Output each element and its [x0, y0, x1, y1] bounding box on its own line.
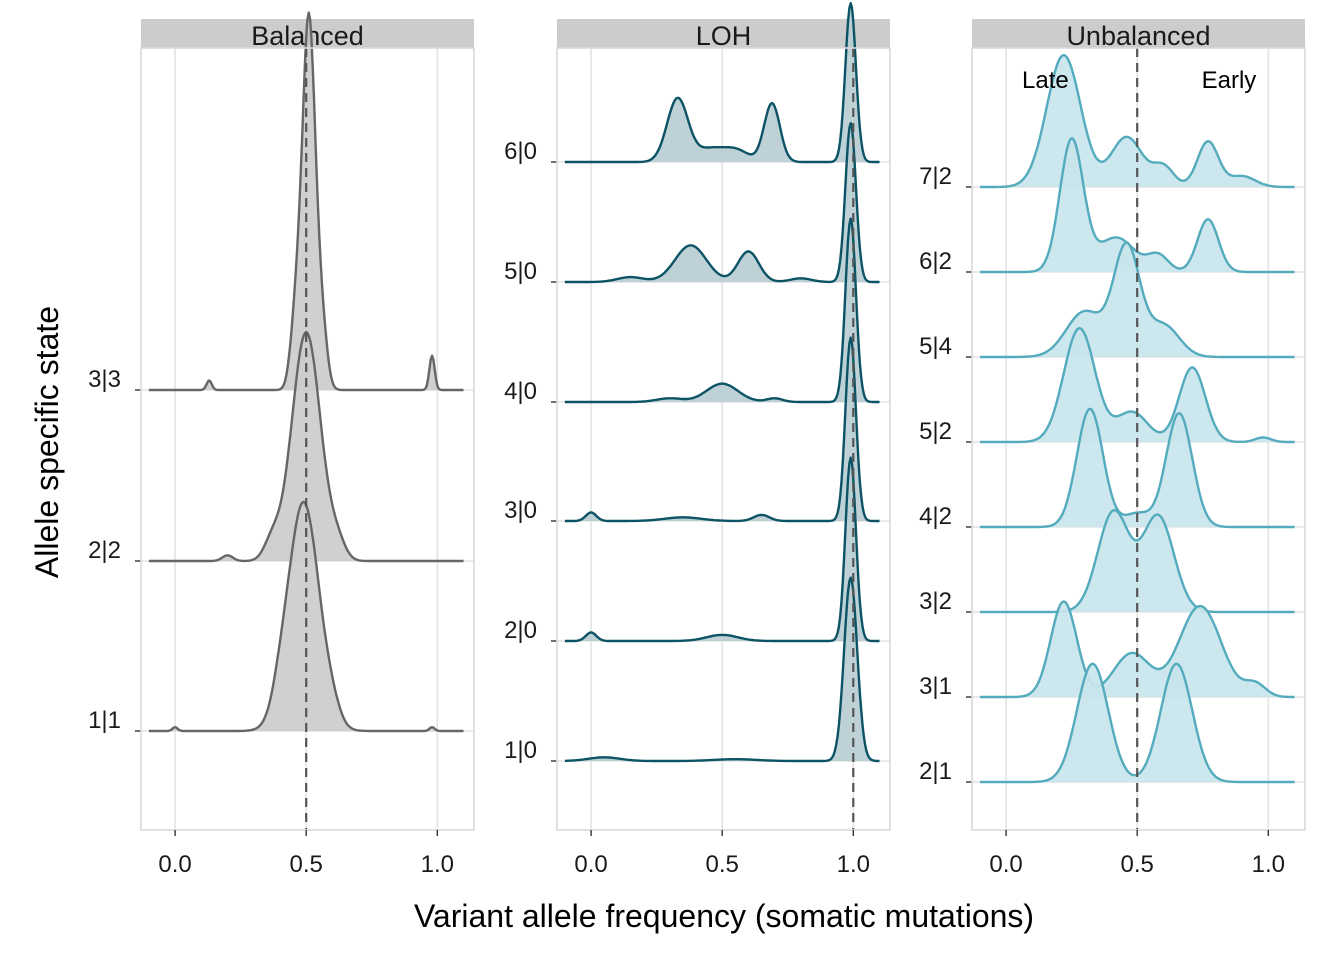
y-tick-label: 3|2 [919, 588, 952, 615]
panel-unbalanced: Unbalanced 7|2 6|2 5|4 5|2 4|2 3|2 3|1 2|1 0.0 0.5… [919, 19, 1306, 878]
ridge-area-5|4 [979, 242, 1295, 357]
ridge-area-5|2 [979, 328, 1295, 442]
ridge-line-2|2 [148, 330, 464, 563]
annotation-late: Late [1022, 67, 1069, 94]
ridge-line-5|4 [979, 241, 1295, 359]
x-tick-label: 1.0 [1252, 851, 1285, 878]
y-tick-label: 4|2 [919, 503, 952, 530]
ridge-area-6|2 [979, 138, 1295, 272]
y-tick-label: 5|2 [919, 418, 952, 445]
x-tick-label: 0.0 [989, 851, 1022, 878]
y-axis-title: Allele specific state [29, 306, 65, 578]
y-tick-label: 3|1 [919, 673, 952, 700]
ridge-area-3|1 [979, 601, 1295, 697]
x-axis-title: Variant allele frequency (somatic mutati… [414, 898, 1034, 934]
ridge-line-4|0 [564, 217, 880, 404]
y-tick-label: 2|2 [88, 537, 121, 564]
ridge-line-3|0 [564, 336, 880, 523]
panel-border [140, 47, 475, 831]
facet-strip [972, 19, 1305, 48]
y-tick-label: 1|1 [88, 707, 121, 734]
ridge-line-3|2 [979, 508, 1295, 614]
x-tick-label: 1.0 [421, 851, 454, 878]
y-tick-label: 5|4 [919, 333, 952, 360]
facet-strip-label: LOH [696, 21, 752, 51]
y-tick-label: 1|0 [504, 737, 537, 764]
ridge-line-1|0 [564, 576, 880, 763]
panel-border [971, 47, 1306, 831]
panel-loh: LOH 6|0 5|0 4|0 3|0 2|0 1|0 0.0 0.5 1.0 [504, 2, 891, 878]
annotation-early: Early [1202, 67, 1257, 94]
y-tick-label: 7|2 [919, 163, 952, 190]
y-tick-label: 3|3 [88, 366, 121, 393]
x-tick-label: 0.0 [158, 851, 191, 878]
ridge-line-2|0 [564, 456, 880, 643]
x-tick-label: 0.5 [290, 851, 323, 878]
ridge-line-4|2 [979, 407, 1295, 529]
y-tick-label: 2|1 [919, 758, 952, 785]
ridge-line-3|3 [148, 11, 464, 392]
ridge-line-5|0 [564, 122, 880, 284]
y-tick-label: 5|0 [504, 258, 537, 285]
panel-balanced: Balanced3|32|21|10.00.51.0 [88, 11, 475, 878]
y-tick-label: 6|2 [919, 248, 952, 275]
y-tick-label: 2|0 [504, 617, 537, 644]
x-tick-label: 1.0 [837, 851, 870, 878]
ridge-line-6|0 [564, 2, 880, 164]
y-tick-label: 4|0 [504, 378, 537, 405]
facet-strip [557, 19, 890, 48]
x-tick-label: 0.5 [706, 851, 739, 878]
ridge-area-1|1 [148, 501, 464, 731]
panel-border [556, 47, 891, 831]
x-tick-label: 0.0 [574, 851, 607, 878]
facet-strip-label: Unbalanced [1066, 21, 1210, 51]
x-tick-label: 0.5 [1121, 851, 1154, 878]
y-tick-label: 3|0 [504, 497, 537, 524]
y-tick-label: 6|0 [504, 138, 537, 165]
facet-panels: Balanced3|32|21|10.00.51.0LOH6|05|04|03|… [88, 2, 1306, 878]
